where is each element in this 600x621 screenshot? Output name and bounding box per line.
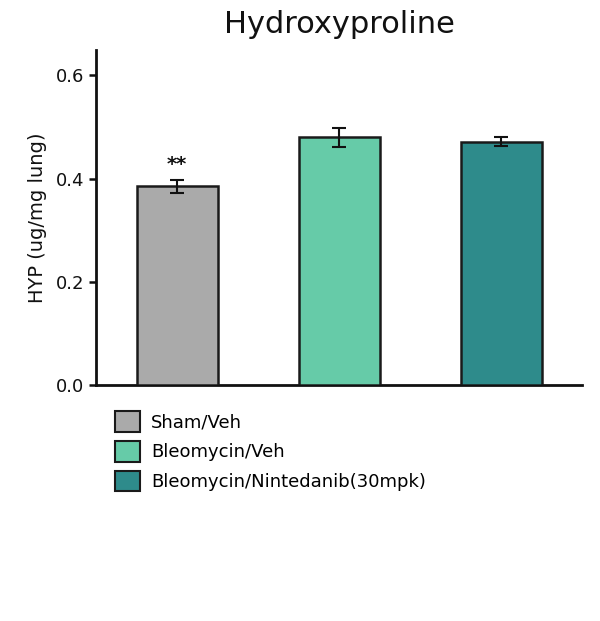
Bar bbox=[137, 186, 218, 385]
Bar bbox=[461, 142, 542, 385]
Text: **: ** bbox=[167, 155, 187, 174]
Title: Hydroxyproline: Hydroxyproline bbox=[224, 10, 454, 39]
Bar bbox=[299, 137, 380, 385]
Legend: Sham/Veh, Bleomycin/Veh, Bleomycin/Nintedanib(30mpk): Sham/Veh, Bleomycin/Veh, Bleomycin/Ninte… bbox=[115, 411, 426, 491]
Y-axis label: HYP (ug/mg lung): HYP (ug/mg lung) bbox=[28, 132, 47, 302]
